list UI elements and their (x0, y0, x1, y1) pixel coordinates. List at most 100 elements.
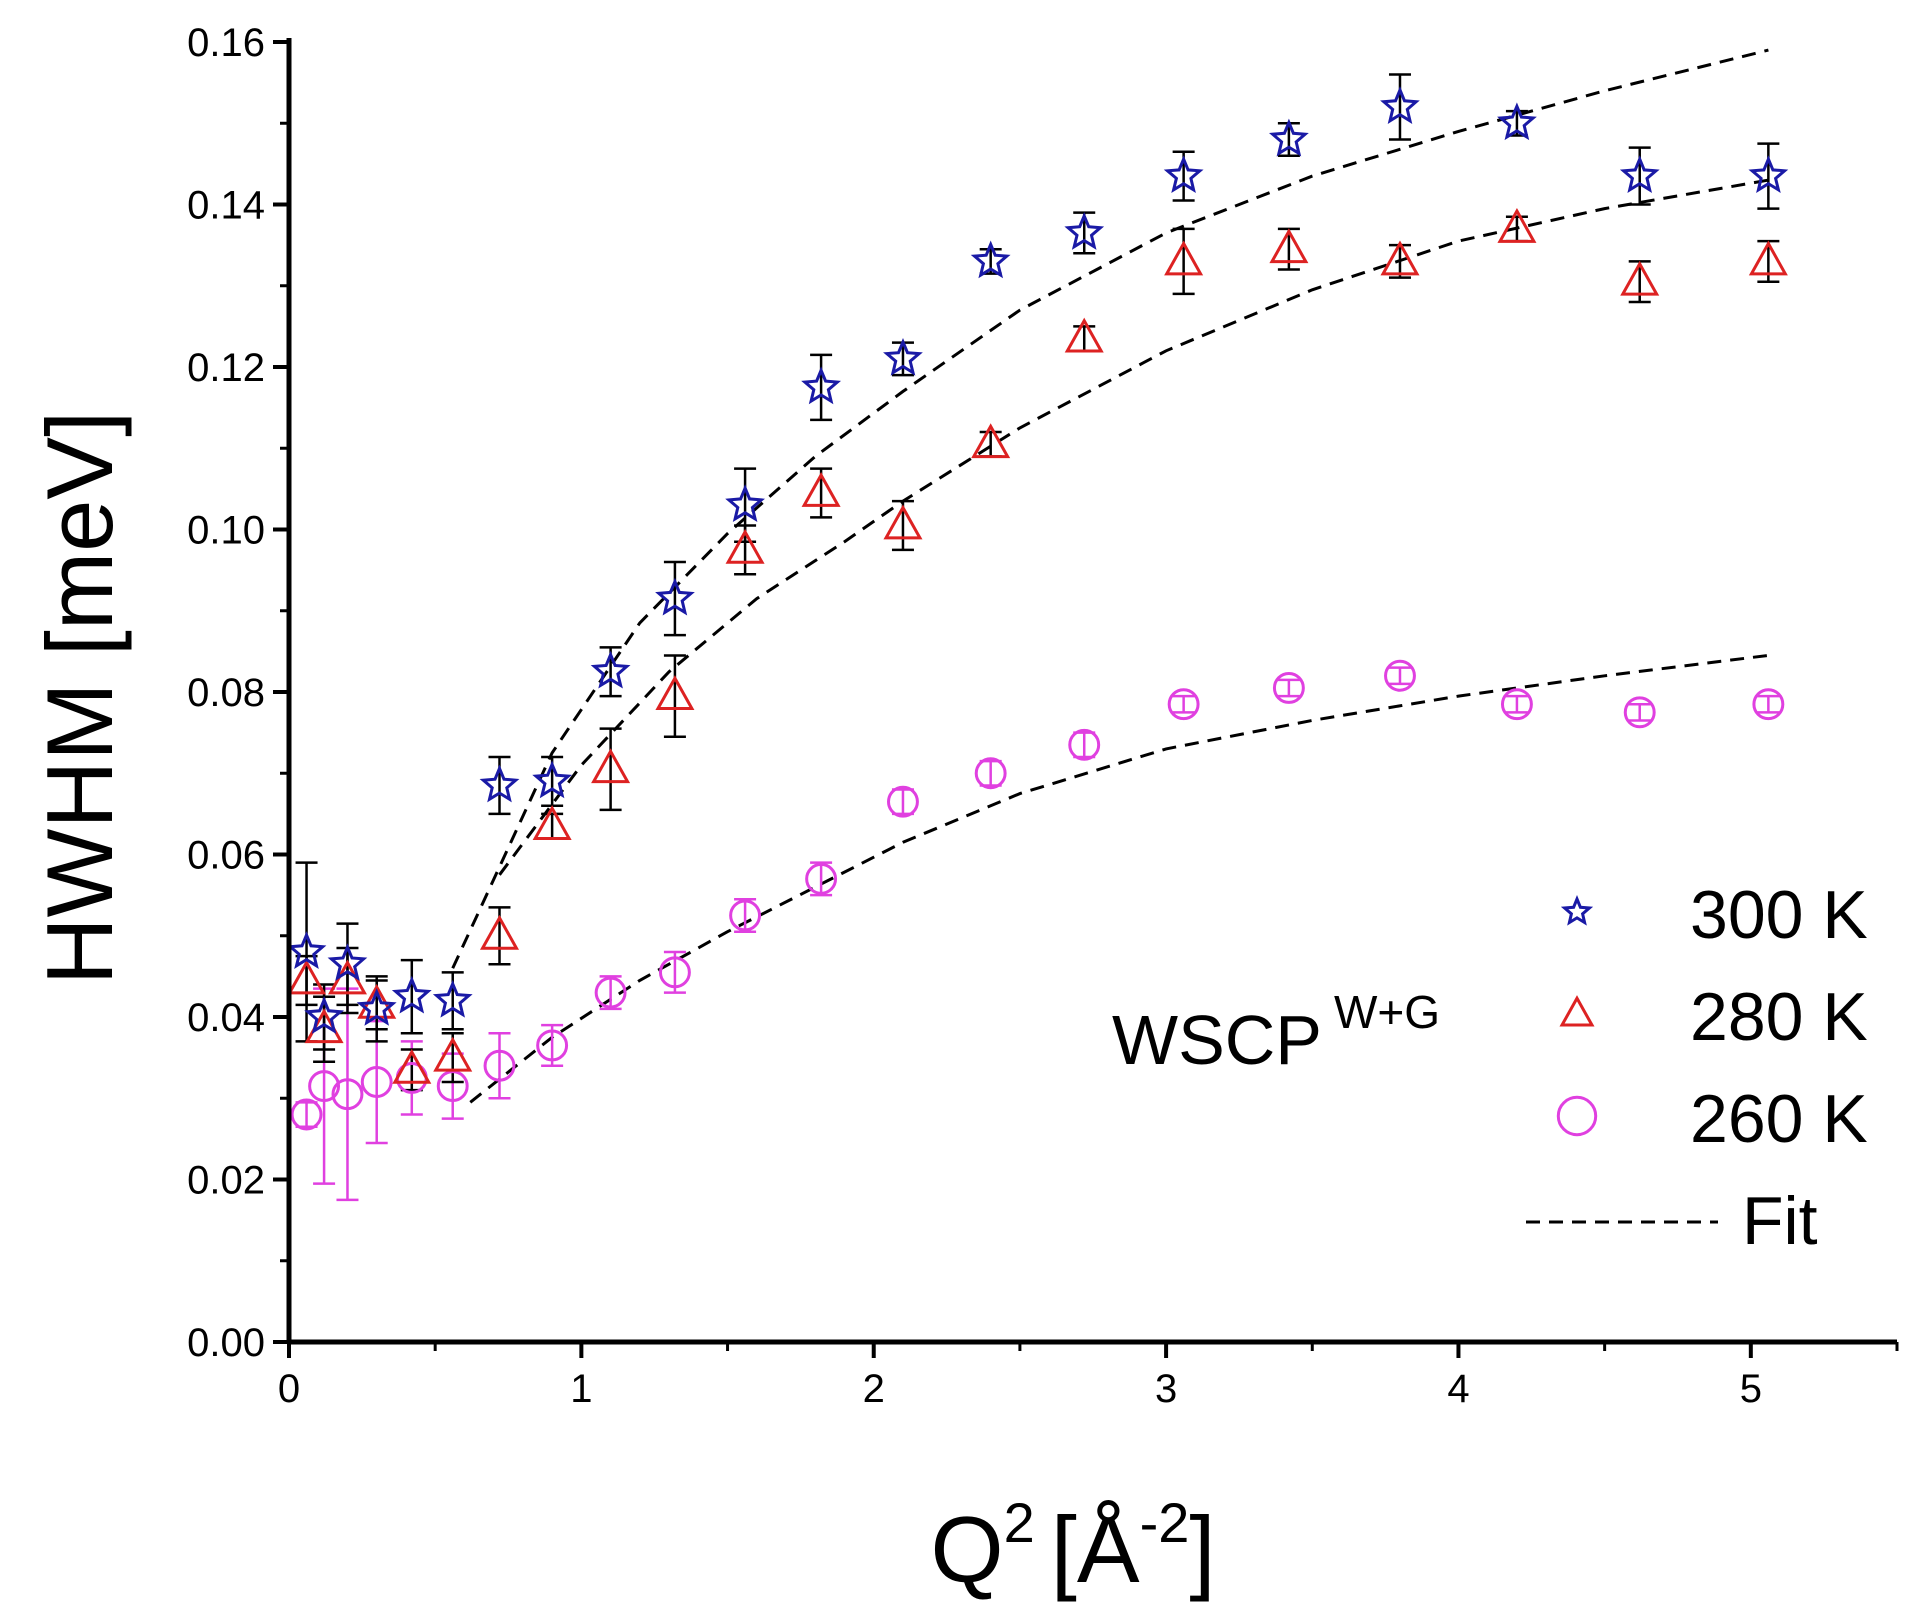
data-point (801, 472, 841, 507)
data-point (1384, 659, 1416, 692)
y-tick-label: 0.14 (187, 184, 265, 228)
data-point (883, 338, 923, 376)
error-bar (313, 983, 336, 1051)
legend-marker-280k (1559, 995, 1595, 1027)
error-bar (1628, 260, 1651, 304)
markers-layer (286, 86, 1789, 1131)
data-point (591, 748, 631, 784)
data-point (1380, 240, 1420, 276)
data-point (1163, 155, 1204, 193)
legend: 300 K 280 K 260 K Fit (1526, 877, 1868, 1259)
error-bar (295, 1101, 318, 1128)
data-point (729, 899, 762, 932)
data-point (392, 1048, 432, 1084)
legend-label-280k: 280 K (1690, 979, 1868, 1055)
error-bar (810, 861, 833, 897)
sample-annotation-main: WSCP (1112, 1001, 1322, 1079)
data-point (532, 805, 572, 841)
data-point (805, 862, 838, 895)
error-bar (1172, 694, 1195, 714)
data-point (590, 650, 631, 689)
error-bar (1628, 702, 1651, 722)
data-point (1269, 228, 1309, 264)
error-bar (599, 975, 622, 1011)
data-point (725, 484, 766, 523)
x-tick-label: 1 (570, 1367, 592, 1411)
data-point (974, 757, 1007, 790)
error-bar (1277, 678, 1300, 698)
data-point (594, 976, 627, 1009)
y-tick-label: 0.00 (187, 1321, 265, 1365)
fit-curve-1 (498, 178, 1769, 876)
data-point (1748, 155, 1789, 193)
data-point (304, 996, 345, 1034)
legend-symbol (1559, 995, 1595, 1027)
error-bar (1757, 142, 1780, 210)
error-bar (1073, 731, 1096, 759)
x-axis-title-unit-close: ] (1189, 1497, 1215, 1602)
legend-symbol (1556, 1095, 1598, 1137)
data-point (970, 240, 1011, 279)
data-point (331, 1078, 364, 1111)
legend-marker-260k (1556, 1095, 1598, 1137)
data-point (655, 675, 695, 711)
error-bar (488, 1032, 511, 1100)
legend-item-260k: 260 K (1556, 1081, 1868, 1157)
data-point (1164, 240, 1204, 276)
data-point (725, 528, 765, 564)
data-point (1497, 207, 1537, 243)
data-point (1748, 240, 1788, 276)
error-bar (1172, 227, 1195, 296)
data-point (356, 988, 397, 1026)
data-point (971, 423, 1011, 459)
data-point (1620, 260, 1660, 296)
fit-curves-layer (451, 48, 1769, 1104)
legend-symbol (1560, 895, 1594, 926)
legend-label-260k: 260 K (1690, 1081, 1868, 1157)
data-point (479, 914, 520, 950)
data-point (290, 1098, 323, 1131)
fit-curve-0 (451, 48, 1769, 969)
error-bar (336, 987, 359, 1202)
x-axis-title-q: Q (930, 1497, 1003, 1602)
legend-item-fit: Fit (1526, 1183, 1818, 1259)
sample-annotation-sup: W+G (1334, 986, 1440, 1038)
x-axis-title-unit-open: [Å (1051, 1497, 1140, 1602)
y-tick-label: 0.08 (187, 671, 265, 715)
y-axis-title: HWHM [meV] (27, 411, 132, 985)
data-point (1380, 86, 1420, 124)
error-bar (663, 560, 686, 637)
error-bar (541, 812, 564, 840)
data-point (1167, 688, 1200, 721)
data-point (479, 764, 520, 803)
data-point (1619, 155, 1660, 193)
legend-item-280k: 280 K (1559, 979, 1868, 1055)
data-point (1064, 212, 1105, 250)
data-point (1272, 671, 1305, 704)
data-point (432, 979, 473, 1018)
x-tick-label: 5 (1740, 1367, 1762, 1411)
error-bar (295, 861, 318, 1043)
error-bar (1757, 694, 1780, 714)
error-bar (1073, 325, 1096, 352)
data-point (391, 975, 432, 1014)
data-point (536, 1029, 569, 1062)
error-bar (1388, 73, 1411, 141)
data-point (532, 760, 573, 799)
data-point (1068, 728, 1101, 761)
y-tick-label: 0.10 (187, 509, 265, 553)
data-point (801, 366, 842, 405)
data-point (658, 956, 691, 989)
data-point (1064, 317, 1104, 353)
y-tick-label: 0.16 (187, 21, 265, 65)
axes-layer (273, 38, 1899, 1358)
x-axis-title: Q2 [Å-2] (930, 1491, 1215, 1602)
y-tick-label: 0.06 (187, 834, 265, 878)
data-point (433, 1036, 473, 1072)
x-axis-title-unit-sup: -2 (1140, 1491, 1190, 1554)
error-bar (810, 353, 833, 422)
x-tick-label: 2 (863, 1367, 885, 1411)
error-bar (663, 654, 686, 738)
error-bar (734, 897, 757, 933)
